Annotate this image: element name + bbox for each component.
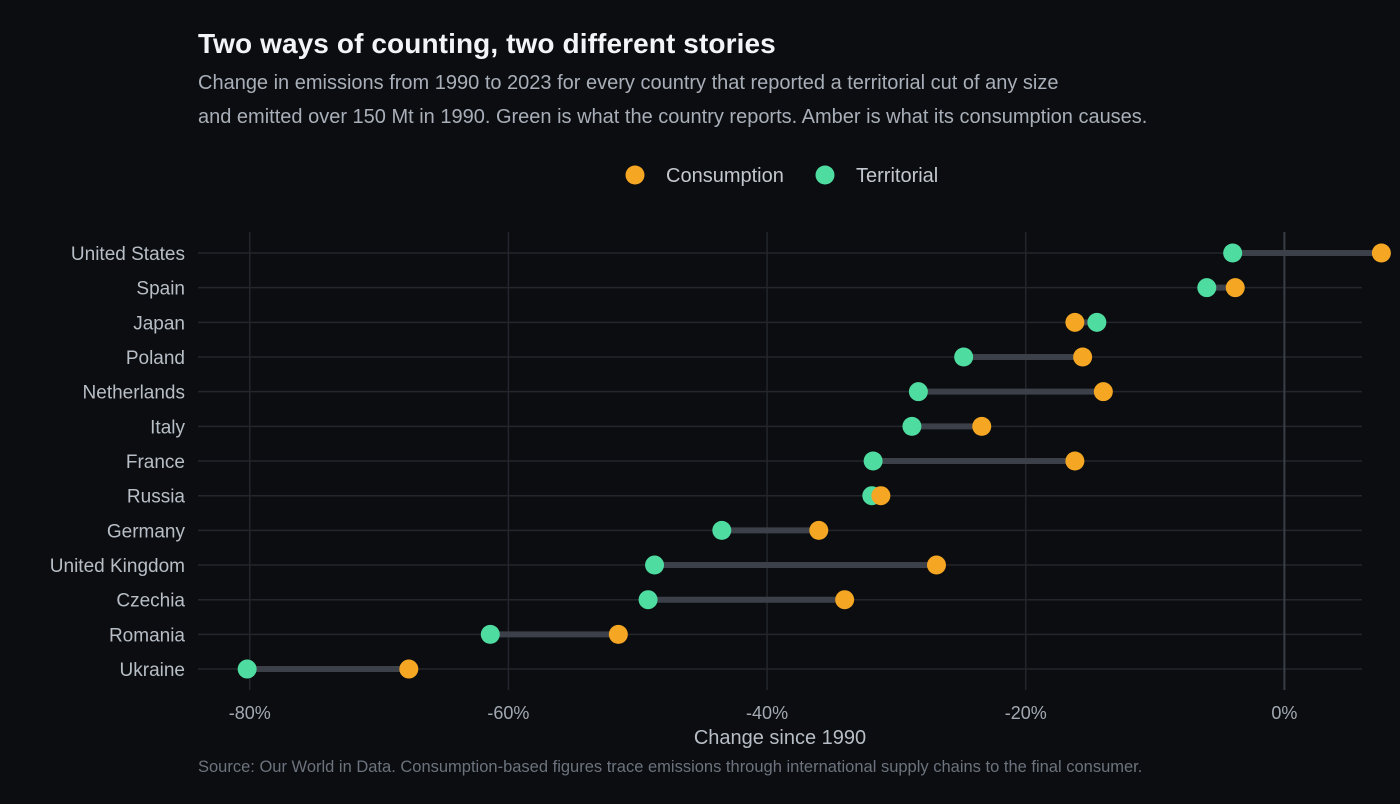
subtitle-line-2: and emitted over 150 Mt in 1990. Green i…	[198, 106, 1148, 128]
category-label: Ukraine	[120, 660, 185, 681]
category-label: France	[126, 452, 185, 473]
category-label: Spain	[136, 279, 185, 300]
x-tick-label: -20%	[1005, 703, 1047, 723]
category-label: Russia	[127, 487, 186, 508]
x-axis-ticks: -80% -60% -40% -20% 0%	[229, 703, 1298, 723]
category-label: United States	[71, 244, 185, 265]
consumption-point	[972, 416, 992, 436]
consumption-point	[608, 624, 628, 644]
grid-lines	[198, 232, 1362, 690]
legend-label-territorial: Territorial	[856, 165, 938, 187]
category-label: Netherlands	[83, 383, 185, 404]
chart-header: Two ways of counting, two different stor…	[198, 26, 1358, 134]
territorial-point	[954, 347, 974, 367]
territorial-point	[480, 624, 500, 644]
territorial-point	[638, 590, 658, 610]
territorial-point	[1197, 278, 1217, 298]
legend-swatch-territorial	[815, 165, 835, 185]
category-label: Czechia	[116, 591, 185, 612]
category-label: Japan	[133, 313, 185, 334]
category-labels: United States Spain Japan Poland Netherlands…	[50, 244, 186, 681]
consumption-point	[1225, 278, 1245, 298]
territorial-point	[237, 659, 257, 679]
x-axis-title: Change since 1990	[694, 727, 866, 749]
data-points	[237, 243, 1391, 679]
source-note: Source: Our World in Data. Consumption-b…	[198, 758, 1143, 776]
category-label: Romania	[109, 625, 185, 646]
x-tick-label: -60%	[487, 703, 529, 723]
territorial-point	[1087, 312, 1107, 332]
territorial-point	[902, 416, 922, 436]
consumption-point	[1073, 347, 1093, 367]
territorial-point	[863, 451, 883, 471]
consumption-point	[1093, 382, 1113, 402]
category-label: United Kingdom	[50, 556, 185, 577]
territorial-point	[712, 520, 732, 540]
x-tick-label: 0%	[1271, 703, 1297, 723]
legend-label-consumption: Consumption	[666, 165, 784, 187]
consumption-point	[1065, 451, 1085, 471]
legend-swatch-consumption	[625, 165, 645, 185]
territorial-point	[1223, 243, 1243, 263]
x-tick-label: -40%	[746, 703, 788, 723]
consumption-point	[871, 486, 891, 506]
consumption-point	[1065, 312, 1085, 332]
chart-subtitle: Change in emissions from 1990 to 2023 fo…	[198, 66, 1358, 134]
consumption-point	[835, 590, 855, 610]
consumption-point	[809, 520, 829, 540]
territorial-point	[908, 382, 928, 402]
x-tick-label: -80%	[229, 703, 271, 723]
legend: Consumption Territorial	[625, 165, 938, 187]
consumption-point	[926, 555, 946, 575]
category-label: Germany	[107, 521, 186, 542]
category-label: Poland	[126, 348, 185, 369]
subtitle-line-1: Change in emissions from 1990 to 2023 fo…	[198, 72, 1059, 94]
territorial-point	[645, 555, 665, 575]
consumption-point	[1371, 243, 1391, 263]
category-label: Italy	[150, 417, 185, 438]
consumption-point	[399, 659, 419, 679]
chart-title: Two ways of counting, two different stor…	[198, 28, 776, 59]
